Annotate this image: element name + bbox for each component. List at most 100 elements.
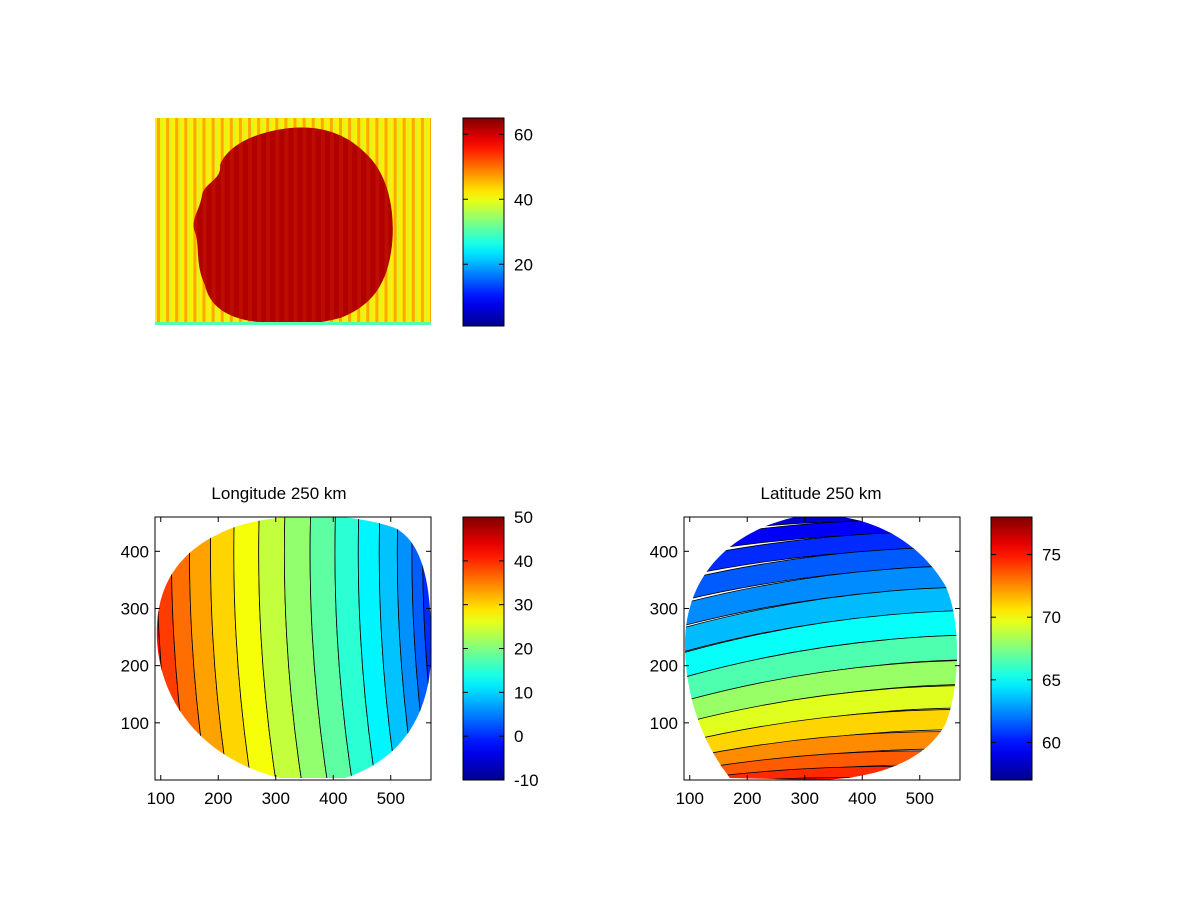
image-stripe — [166, 118, 170, 325]
latitude-band — [684, 546, 958, 603]
image-disk-stripe — [302, 127, 307, 325]
latitude-band — [684, 531, 958, 579]
image-colorbar-ticks: 20 40 60 — [463, 125, 533, 274]
image-disk-stripe — [211, 127, 216, 325]
image-stripe — [393, 118, 397, 325]
latitude-ytick-label: 200 — [650, 657, 678, 676]
image-stripe — [420, 118, 424, 325]
image-colorbar-tick-label: 60 — [514, 125, 533, 144]
image-stripe — [430, 118, 431, 325]
latitude-colorbar: 60 65 70 75 — [990, 516, 1061, 781]
longitude-xtick-label: 200 — [204, 789, 232, 808]
longitude-band — [422, 517, 431, 778]
image-stripe — [157, 118, 160, 325]
image-disk-stripe — [257, 127, 262, 325]
longitude-axes-box — [154, 516, 432, 781]
image-stripe — [434, 118, 436, 325]
image-disk-stripe — [320, 127, 325, 325]
image-disk-stripe — [193, 127, 198, 325]
image-stripe — [179, 118, 182, 325]
image-disk-stripe — [293, 127, 298, 325]
image-stripe — [415, 118, 418, 325]
image-stripe — [161, 118, 163, 325]
longitude-ytick-label: 200 — [121, 657, 149, 676]
latitude-axes-box — [683, 516, 961, 781]
image-panel: 20 40 60 — [155, 117, 533, 327]
image-disk-stripe — [329, 127, 334, 325]
longitude-colorbar-tick-label: 20 — [514, 640, 533, 659]
image-stripe — [397, 118, 400, 325]
image-disk-stripe — [366, 127, 371, 325]
image-stripe — [424, 118, 427, 325]
image-disk-stripe — [311, 127, 316, 325]
longitude-colorbar-tick-label: 40 — [514, 552, 533, 571]
image-disk-stripe — [384, 127, 389, 325]
longitude-ytick-label: 100 — [121, 714, 149, 733]
image-disk-stripe — [202, 127, 207, 325]
longitude-colorbar-tick-label: 0 — [514, 727, 523, 746]
latitude-xtick-label: 300 — [791, 789, 819, 808]
image-disk-stripe — [248, 127, 252, 325]
longitude-bands — [156, 517, 431, 778]
longitude-colorbar-ticks: -10 0 10 20 30 40 50 — [463, 508, 539, 790]
image-colorbar: 20 40 60 — [462, 117, 533, 327]
longitude-colorbar-tick-label: -10 — [514, 771, 539, 790]
longitude-xtick-label: 500 — [377, 789, 405, 808]
latitude-title: Latitude 250 km — [761, 484, 882, 503]
latitude-band — [684, 586, 958, 655]
longitude-xtick-label: 400 — [319, 789, 347, 808]
latitude-colorbar-gradient — [990, 516, 1033, 781]
latitude-ytick-label: 100 — [650, 714, 678, 733]
longitude-title: Longitude 250 km — [211, 484, 346, 503]
image-disk-stripe — [339, 127, 343, 325]
image-colorbar-tick-label: 20 — [514, 255, 533, 274]
longitude-colorbar-tick-label: 30 — [514, 596, 533, 615]
latitude-xtick-label: 100 — [676, 789, 704, 808]
longitude-xtick-label: 300 — [262, 789, 290, 808]
longitude-colorbar: -10 0 10 20 30 40 50 — [462, 508, 539, 790]
latitude-colorbar-tick-label: 70 — [1042, 608, 1061, 627]
latitude-xtick-label: 400 — [848, 789, 876, 808]
image-disk-stripe — [229, 127, 234, 325]
latitude-colorbar-tick-label: 65 — [1042, 671, 1061, 690]
longitude-xtick-label: 100 — [147, 789, 175, 808]
image-disk-stripe — [266, 127, 271, 325]
longitude-colorbar-tick-label: 10 — [514, 683, 533, 702]
image-stripe — [170, 118, 173, 325]
longitude-axis-ticks: 100 200 300 400 500 100 200 300 400 — [121, 517, 431, 808]
latitude-ytick-label: 300 — [650, 599, 678, 618]
image-disk-stripe — [238, 127, 243, 325]
longitude-colorbar-tick-label: 50 — [514, 508, 533, 527]
image-colorbar-tick-label: 40 — [514, 190, 533, 209]
image-bottom-line — [155, 322, 431, 325]
image-disk-stripe — [375, 127, 380, 325]
image-stripe — [402, 118, 406, 325]
image-stripe — [406, 118, 409, 325]
latitude-band — [684, 565, 958, 629]
image-disk-stripe — [220, 127, 225, 325]
latitude-colorbar-tick-label: 75 — [1042, 546, 1061, 565]
image-stripe — [184, 118, 188, 325]
latitude-colorbar-ticks: 60 65 70 75 — [991, 546, 1061, 752]
latitude-ytick-label: 400 — [650, 542, 678, 561]
image-stripe — [188, 118, 191, 325]
image-colorbar-gradient — [462, 117, 505, 327]
image-disk-stripe — [357, 127, 362, 325]
latitude-xtick-label: 500 — [906, 789, 934, 808]
image-disk-stripe — [275, 127, 280, 325]
longitude-ytick-label: 300 — [121, 599, 149, 618]
latitude-bands — [684, 517, 958, 780]
image-stripe — [411, 118, 415, 325]
longitude-panel: Longitude 250 km 100 200 300 400 50010020030… — [121, 484, 539, 808]
longitude-colorbar-gradient — [462, 516, 505, 781]
latitude-colorbar-tick-label: 60 — [1042, 733, 1061, 752]
longitude-ytick-label: 400 — [121, 542, 149, 561]
image-disk-stripe — [284, 127, 289, 325]
latitude-axis-ticks: 100 200 300 400 500 100 200 300 400 — [650, 517, 960, 808]
latitude-xtick-label: 200 — [733, 789, 761, 808]
image-stripe — [175, 118, 179, 325]
latitude-panel: Latitude 250 km 100 200 300 400 500 100 200 300… — [650, 484, 1061, 808]
image-heatmap — [155, 118, 436, 325]
image-disk-stripe — [348, 127, 353, 325]
